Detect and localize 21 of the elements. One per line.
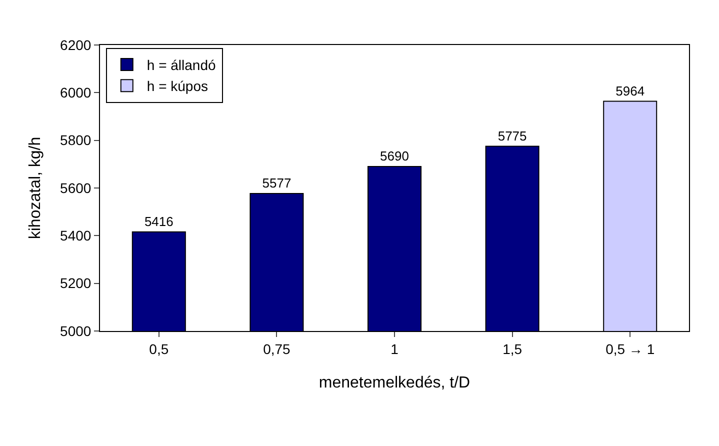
legend-label: h = állandó	[146, 56, 216, 73]
data-label: 5964	[616, 83, 645, 98]
x-tick-label: 1,5	[502, 340, 522, 357]
x-tick-label: 1	[390, 340, 399, 357]
x-tick-label: 0,75	[263, 340, 291, 357]
data-label: 5775	[498, 128, 527, 144]
data-label: 5416	[144, 214, 174, 229]
x-axis-title: menetemelkedés, t/D	[318, 374, 470, 392]
x-tick-label: 0,5	[149, 340, 169, 357]
data-label: 5690	[380, 148, 409, 164]
y-tick-label: 6200	[60, 36, 92, 53]
y-tick-label: 5200	[60, 275, 92, 292]
y-tick-label: 6000	[60, 84, 92, 101]
y-tick-label: 5400	[60, 228, 92, 244]
y-axis-title: kihozatal, kg/h	[26, 136, 44, 240]
data-label: 5577	[262, 175, 292, 190]
y-tick-label: 5000	[60, 322, 92, 339]
x-tick-label: 0,5 → 1	[606, 340, 655, 357]
y-tick-label: 5800	[60, 132, 92, 148]
y-tick-label: 5600	[60, 180, 92, 196]
legend-label: h = kúpos	[146, 78, 208, 94]
